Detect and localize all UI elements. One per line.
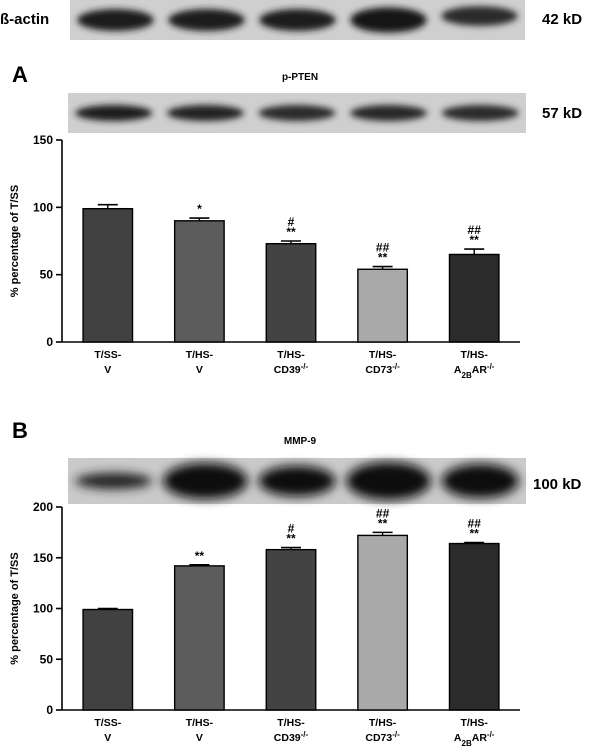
significance-hash: #: [288, 522, 295, 536]
pten-blot: [68, 93, 526, 133]
category-label: T/HS-: [460, 717, 488, 729]
category-label: CD73-/-: [365, 730, 400, 745]
bar: [173, 220, 225, 343]
blot-band: [441, 6, 518, 26]
y-tick-label: 150: [33, 551, 53, 565]
category-label: CD73-/-: [365, 362, 400, 377]
bar: [173, 565, 225, 711]
category-label: T/HS-: [277, 717, 305, 729]
category-label: T/HS-: [369, 717, 397, 729]
y-axis-label: % percentage of T/SS: [9, 552, 21, 664]
blot-band: [258, 105, 336, 121]
bar: [357, 534, 409, 711]
category-label: V: [104, 364, 111, 376]
category-label: CD39-/-: [274, 730, 309, 745]
blot-band: [168, 9, 245, 31]
y-tick-label: 100: [33, 602, 53, 616]
blot-band: [259, 9, 336, 31]
panel-b-label: B: [12, 418, 28, 443]
y-axis-label: % percentage of T/SS: [9, 185, 21, 297]
y-tick-label: 50: [40, 652, 54, 666]
category-label: V: [196, 364, 203, 376]
category-label: T/SS-: [94, 717, 121, 729]
panel-a-label: A: [12, 62, 28, 87]
blot-band: [75, 105, 153, 121]
chart-b: 0 50 100 150 200 % percentage of T/SS T/SS- V **…: [9, 500, 520, 748]
significance-hash: ##: [468, 223, 482, 237]
y-tick-label: 0: [46, 703, 53, 717]
mmp9-kd: 100 kD: [533, 476, 582, 493]
bar: [82, 207, 134, 343]
blot-band: [441, 105, 519, 121]
significance-hash: ##: [376, 241, 390, 255]
blot-band: [77, 9, 154, 31]
actin-kd: 42 kD: [542, 11, 582, 28]
significance-star: **: [470, 527, 480, 541]
category-label: A2BAR-/-: [454, 730, 495, 748]
significance-star: **: [378, 251, 388, 265]
category-label: T/HS-: [460, 349, 488, 361]
significance-star: **: [286, 532, 296, 546]
blot-band: [346, 462, 431, 500]
significance-star: **: [378, 516, 388, 530]
blot-band: [350, 105, 428, 121]
bar: [357, 268, 409, 343]
chart-a: 0 50 100 150 % percentage of T/SS T/SS- V * T/HS…: [9, 133, 520, 380]
bar: [265, 548, 317, 711]
category-label: CD39-/-: [274, 362, 309, 377]
significance-hash: ##: [468, 517, 482, 531]
y-tick-label: 100: [33, 200, 53, 214]
chart-a-title: p-PTEN: [282, 72, 318, 83]
y-tick-label: 50: [40, 268, 54, 282]
actin-label: ß-actin: [0, 11, 49, 28]
y-tick-label: 200: [33, 500, 53, 514]
category-label: T/HS-: [369, 349, 397, 361]
significance-star: **: [195, 549, 205, 563]
category-label: T/HS-: [277, 349, 305, 361]
bar: [265, 242, 317, 343]
significance-hash: #: [288, 215, 295, 229]
chart-b-title: MMP-9: [284, 436, 317, 447]
category-label: V: [196, 732, 203, 744]
blot-band: [441, 463, 519, 499]
blot-band: [163, 463, 248, 499]
significance-star: *: [197, 202, 202, 216]
bar: [448, 253, 500, 343]
pten-kd: 57 kD: [542, 105, 582, 122]
blot-band: [350, 7, 427, 33]
category-label: V: [104, 732, 111, 744]
category-label: T/HS-: [186, 349, 214, 361]
bar: [448, 542, 500, 711]
blot-band: [75, 472, 153, 490]
significance-star: **: [470, 233, 480, 247]
mmp9-blot: [68, 458, 526, 504]
y-tick-label: 0: [46, 335, 53, 349]
significance-star: **: [286, 225, 296, 239]
category-label: T/HS-: [186, 717, 214, 729]
bar: [82, 608, 134, 711]
significance-hash: ##: [376, 506, 390, 520]
y-tick-label: 150: [33, 133, 53, 147]
category-label: A2BAR-/-: [454, 362, 495, 380]
actin-blot: [70, 0, 525, 40]
blot-band: [166, 105, 244, 121]
blot-band: [258, 465, 336, 497]
category-label: T/SS-: [94, 349, 121, 361]
